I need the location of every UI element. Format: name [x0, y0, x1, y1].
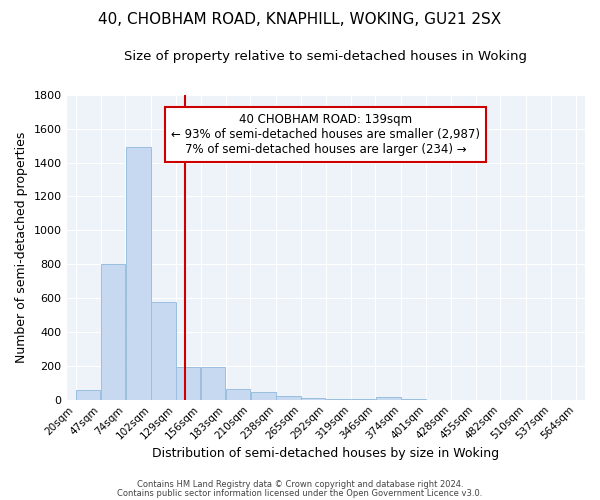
X-axis label: Distribution of semi-detached houses by size in Woking: Distribution of semi-detached houses by … — [152, 447, 499, 460]
Bar — [326, 399, 350, 400]
Bar — [126, 148, 151, 400]
Bar — [176, 366, 200, 400]
Bar — [201, 366, 225, 400]
Y-axis label: Number of semi-detached properties: Number of semi-detached properties — [15, 132, 28, 363]
Bar — [251, 392, 276, 400]
Text: Contains HM Land Registry data © Crown copyright and database right 2024.: Contains HM Land Registry data © Crown c… — [137, 480, 463, 489]
Bar — [351, 399, 375, 400]
Bar — [376, 396, 401, 400]
Bar — [277, 396, 301, 400]
Bar — [301, 398, 325, 400]
Bar — [101, 264, 125, 400]
Text: 40, CHOBHAM ROAD, KNAPHILL, WOKING, GU21 2SX: 40, CHOBHAM ROAD, KNAPHILL, WOKING, GU21… — [98, 12, 502, 28]
Bar — [151, 302, 176, 400]
Text: Contains public sector information licensed under the Open Government Licence v3: Contains public sector information licen… — [118, 488, 482, 498]
Bar — [226, 388, 250, 400]
Bar — [76, 390, 100, 400]
Text: 40 CHOBHAM ROAD: 139sqm
← 93% of semi-detached houses are smaller (2,987)
7% of : 40 CHOBHAM ROAD: 139sqm ← 93% of semi-de… — [171, 113, 480, 156]
Title: Size of property relative to semi-detached houses in Woking: Size of property relative to semi-detach… — [124, 50, 527, 63]
